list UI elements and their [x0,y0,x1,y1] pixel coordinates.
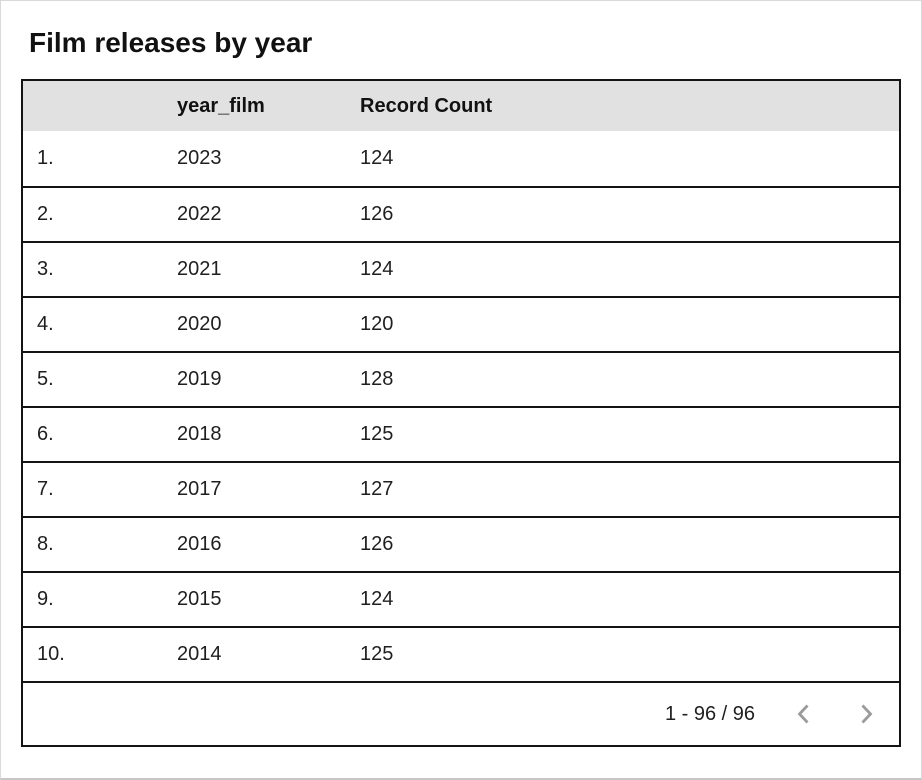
pagination-next-button[interactable] [853,701,879,727]
row-index-cell: 6. [37,423,54,445]
year-film-cell: 2019 [177,368,222,390]
year-film-cell: 2020 [177,313,222,335]
record-count-cell: 124 [360,258,394,280]
table-row: 4. 2020 120 [23,296,899,351]
table-row: 6. 2018 125 [23,406,899,461]
table-row: 5. 2019 128 [23,351,899,406]
header-cell-record-count[interactable]: Record Count [360,94,493,117]
year-film-cell: 2023 [177,147,222,169]
row-index-cell: 5. [37,368,54,390]
record-count-cell: 127 [360,478,394,500]
record-count-cell: 124 [360,147,394,169]
row-index-cell: 9. [37,588,54,610]
record-count-cell: 126 [360,533,394,555]
record-count-cell: 120 [360,313,394,335]
year-film-cell: 2021 [177,258,222,280]
row-index-cell: 4. [37,313,54,335]
year-film-cell: 2014 [177,643,222,665]
row-index-cell: 8. [37,533,54,555]
year-film-cell: 2016 [177,533,222,555]
year-film-cell: 2018 [177,423,222,445]
record-count-cell: 125 [360,423,394,445]
table-header-row: year_film Record Count [23,81,899,131]
table-row: 1. 2023 124 [23,131,899,186]
record-count-cell: 124 [360,588,394,610]
table-row: 10. 2014 125 [23,626,899,681]
row-index-cell: 10. [37,643,65,665]
table-body: 1. 2023 124 2. 2022 126 3. 2021 124 4. 2… [23,131,899,681]
table-row: 8. 2016 126 [23,516,899,571]
data-table: year_film Record Count 1. 2023 124 2. 20… [21,79,901,747]
year-film-cell: 2022 [177,203,222,225]
widget-title: Film releases by year [29,27,313,58]
record-count-cell: 128 [360,368,394,390]
row-index-cell: 3. [37,258,54,280]
row-index-cell: 7. [37,478,54,500]
table-row: 3. 2021 124 [23,241,899,296]
table-footer: 1 - 96 / 96 [23,681,899,745]
chevron-right-icon [853,701,879,727]
chevron-left-icon [791,701,817,727]
record-count-cell: 126 [360,203,394,225]
row-index-cell: 1. [37,147,54,169]
year-film-cell: 2017 [177,478,222,500]
row-index-cell: 2. [37,203,54,225]
year-film-cell: 2015 [177,588,222,610]
header-cell-year-film[interactable]: year_film [177,94,265,117]
table-row: 2. 2022 126 [23,186,899,241]
pagination-range: 1 - 96 / 96 [664,702,755,725]
table-row: 7. 2017 127 [23,461,899,516]
pagination-prev-button[interactable] [791,701,817,727]
record-count-cell: 125 [360,643,394,665]
table-row: 9. 2015 124 [23,571,899,626]
